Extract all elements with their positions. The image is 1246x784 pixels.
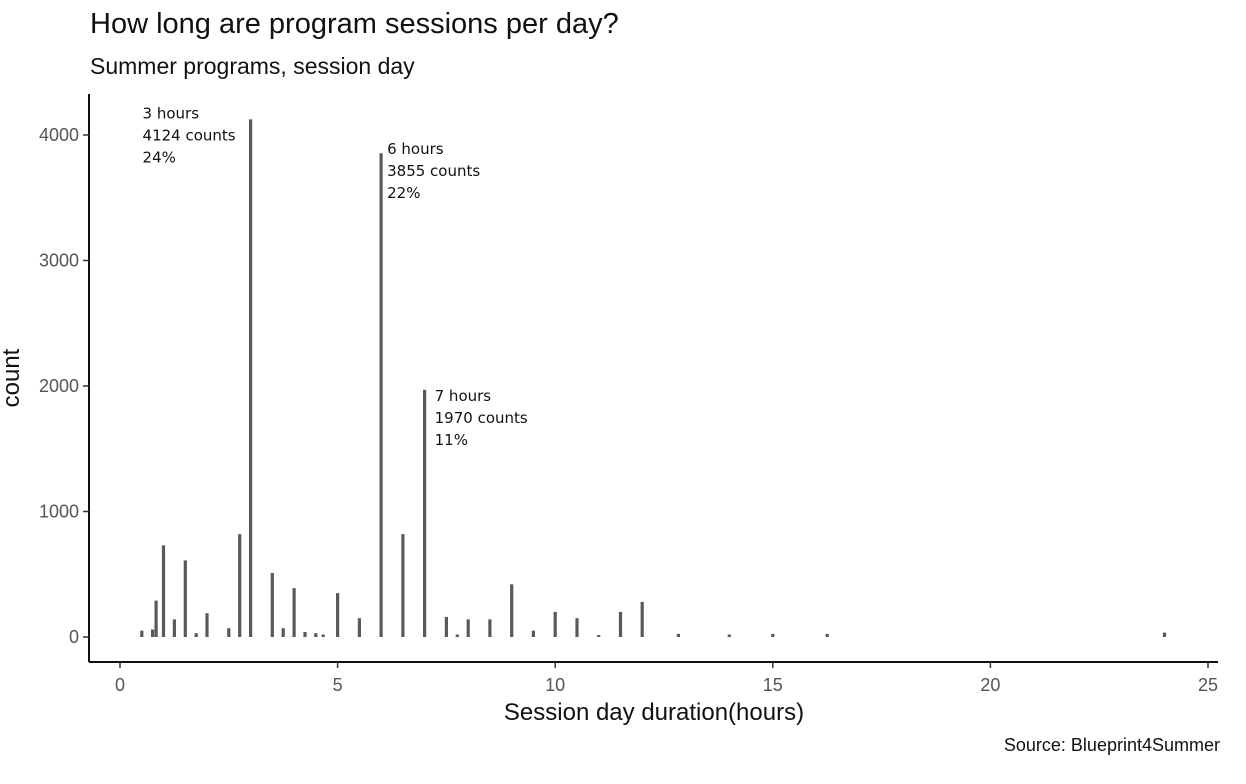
histogram-bar bbox=[151, 629, 155, 637]
histogram-bar bbox=[172, 619, 176, 637]
histogram-bar bbox=[1162, 632, 1167, 637]
histogram-bar bbox=[423, 389, 427, 637]
histogram-bar bbox=[321, 634, 325, 637]
y-tick-label: 4000 bbox=[39, 125, 79, 145]
bar-annotation: 6 hours 3855 counts 22% bbox=[387, 140, 480, 202]
histogram-bar bbox=[249, 119, 253, 637]
bar-annotation: 7 hours 1970 counts 11% bbox=[435, 387, 528, 449]
y-tick-label: 0 bbox=[69, 627, 79, 647]
histogram-bar bbox=[140, 630, 144, 637]
histogram-bar bbox=[401, 534, 405, 637]
histogram-bar bbox=[336, 593, 340, 637]
histogram-bar bbox=[281, 628, 285, 637]
histogram-bar bbox=[183, 560, 187, 637]
histogram-bar bbox=[154, 600, 158, 637]
histogram-bar bbox=[771, 633, 775, 637]
histogram-bar bbox=[292, 588, 296, 637]
bar-annotation: 3 hours 4124 counts 24% bbox=[143, 104, 236, 166]
histogram-bar bbox=[597, 635, 601, 637]
axes-group: 0 1000 2000 3000 4000 0 5 10 15 20 25 bbox=[39, 94, 1218, 695]
y-tick-label: 3000 bbox=[39, 251, 79, 271]
y-tick-label: 1000 bbox=[39, 502, 79, 522]
chart-title: How long are program sessions per day? bbox=[90, 8, 619, 40]
histogram-bar bbox=[676, 633, 680, 637]
x-tick-label: 15 bbox=[763, 675, 783, 695]
x-tick-label: 25 bbox=[1198, 675, 1218, 695]
histogram-bar bbox=[379, 153, 383, 637]
y-tick-label: 2000 bbox=[39, 376, 79, 396]
x-tick-label: 0 bbox=[115, 675, 125, 695]
histogram-bar bbox=[270, 573, 274, 637]
x-tick-label: 10 bbox=[545, 675, 565, 695]
histogram-bar bbox=[466, 619, 470, 637]
histogram-bar bbox=[825, 633, 829, 637]
histogram-bar bbox=[444, 616, 448, 637]
histogram-bar bbox=[618, 611, 623, 637]
histogram-bar bbox=[488, 619, 492, 637]
histogram-bar bbox=[194, 633, 198, 637]
y-axis-title: count bbox=[0, 348, 25, 407]
histogram-bar bbox=[357, 618, 361, 637]
histogram-bar bbox=[575, 618, 579, 637]
histogram-bar bbox=[314, 633, 318, 637]
chart-caption: Source: Blueprint4Summer bbox=[1003, 735, 1220, 755]
histogram-bar bbox=[238, 534, 242, 637]
histogram-bar bbox=[161, 545, 166, 637]
histogram-bar bbox=[553, 611, 557, 637]
histogram-bar bbox=[205, 613, 209, 637]
bars-group bbox=[140, 119, 1167, 637]
histogram-bar bbox=[510, 584, 514, 637]
histogram-bar bbox=[727, 634, 731, 637]
x-axis-title: Session day duration(hours) bbox=[504, 699, 804, 726]
histogram-bar bbox=[303, 632, 307, 637]
chart-subtitle: Summer programs, session day bbox=[90, 53, 415, 79]
histogram-bar bbox=[531, 630, 535, 637]
histogram-bar bbox=[227, 628, 231, 637]
histogram-bar bbox=[640, 601, 644, 637]
annotations-group: 3 hours 4124 counts 24% 6 hours 3855 counts 2… bbox=[143, 104, 528, 448]
histogram-bar bbox=[455, 634, 459, 637]
x-tick-label: 5 bbox=[333, 675, 343, 695]
x-tick-label: 20 bbox=[980, 675, 1000, 695]
